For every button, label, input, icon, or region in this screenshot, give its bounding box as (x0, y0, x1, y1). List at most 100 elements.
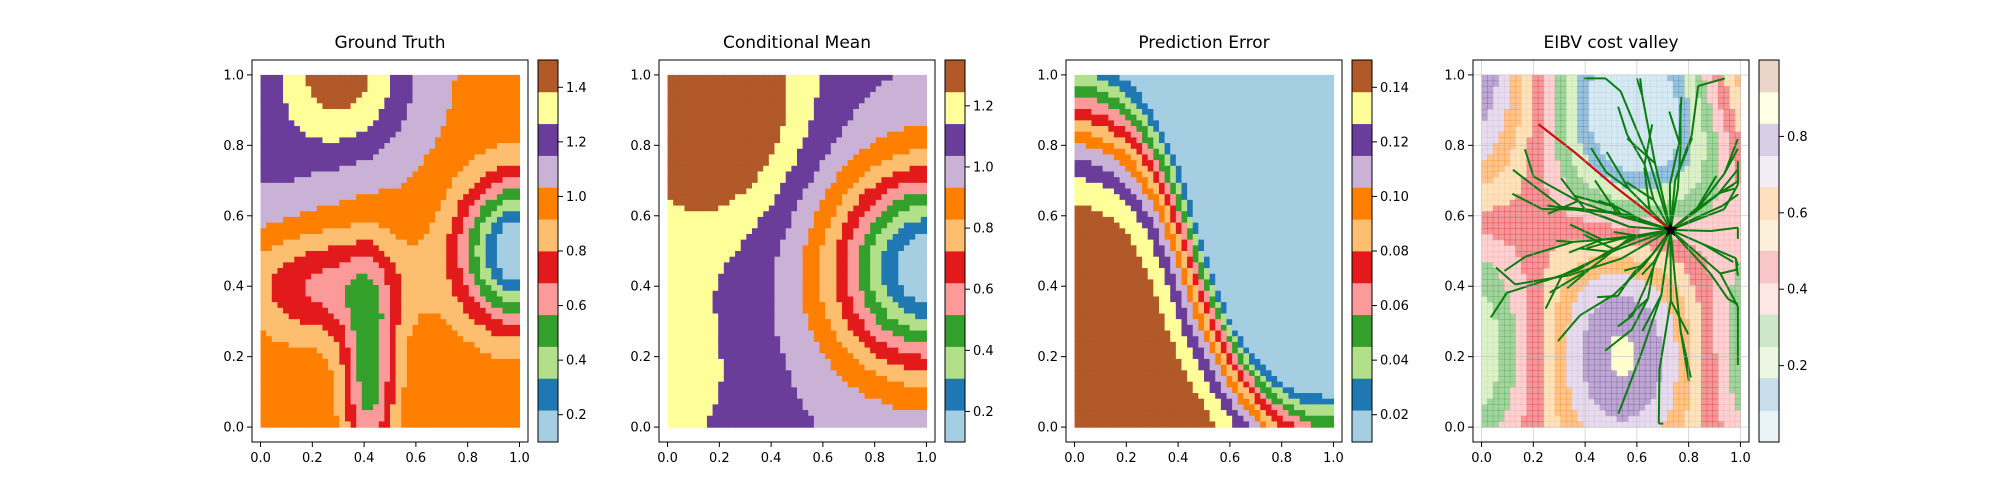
heatmap-cell (429, 120, 436, 127)
heatmap-cell (667, 194, 674, 201)
heatmap-cell (294, 143, 301, 150)
heatmap-cell (463, 364, 470, 371)
heatmap-cell (463, 290, 470, 298)
heatmap-cell (440, 307, 447, 315)
heatmap-cell (690, 126, 697, 133)
heatmap-cell (429, 393, 436, 400)
heatmap-cell (813, 86, 821, 93)
heatmap-cell (468, 347, 476, 354)
heatmap-cell (819, 330, 826, 337)
heatmap-cell (678, 307, 686, 315)
heatmap-cell (457, 290, 464, 298)
heatmap-cell (395, 216, 402, 224)
heatmap-cell (463, 285, 470, 292)
heatmap-cell (322, 285, 329, 292)
heatmap-cell (344, 143, 352, 150)
heatmap-cell (401, 393, 408, 400)
heatmap-cell (435, 131, 442, 138)
heatmap-cell (673, 160, 680, 167)
heatmap-cell (468, 375, 476, 383)
heatmap-cell (271, 126, 279, 133)
heatmap-cell (299, 410, 307, 417)
heatmap-cell (333, 256, 340, 263)
heatmap-cell (378, 137, 385, 144)
heatmap-cell (819, 285, 826, 292)
heatmap-cell (701, 381, 708, 388)
heatmap-cell (723, 307, 731, 315)
heatmap-cell (836, 74, 843, 82)
heatmap-cell (701, 375, 708, 383)
heatmap-cell (695, 74, 702, 82)
heatmap-cell (373, 251, 380, 258)
heatmap-cell (311, 353, 318, 360)
heatmap-cell (746, 177, 753, 184)
heatmap-cell (373, 103, 380, 110)
heatmap-cell (412, 307, 419, 315)
heatmap-cell (678, 103, 686, 110)
heatmap-cell (513, 80, 521, 87)
heatmap-cell (774, 273, 781, 281)
heatmap-cell (299, 91, 307, 99)
heatmap-cell (294, 381, 301, 388)
heatmap-cell (367, 114, 374, 121)
heatmap-cell (271, 143, 279, 150)
heatmap-cell (373, 177, 380, 184)
heatmap-cell (344, 74, 352, 82)
colorbar-segment (538, 410, 558, 443)
heatmap-cell (271, 262, 279, 269)
heatmap-cell (836, 91, 843, 99)
heatmap-cell (842, 404, 849, 411)
heatmap-cell (485, 239, 492, 246)
heatmap-cell (384, 302, 391, 309)
heatmap-cell (735, 307, 742, 315)
heatmap-cell (277, 165, 284, 173)
heatmap-cell (673, 302, 680, 309)
heatmap-cell (333, 154, 340, 161)
heatmap-cell (260, 381, 267, 388)
heatmap-cell (712, 194, 719, 201)
heatmap-cell (496, 370, 504, 377)
heatmap-cell (423, 421, 430, 428)
heatmap-cell (757, 319, 764, 326)
heatmap-cell (678, 279, 686, 286)
heatmap-cell (283, 182, 290, 190)
heatmap-cell (429, 273, 436, 281)
heatmap-cell (283, 313, 290, 320)
heatmap-cell (440, 91, 447, 99)
heatmap-cell (508, 410, 515, 417)
heatmap-cell (446, 387, 453, 394)
heatmap-cell (774, 91, 781, 99)
heatmap-cell (406, 126, 414, 133)
heatmap-cell (847, 137, 854, 144)
heatmap-cell (311, 256, 318, 263)
heatmap-cell (305, 273, 312, 281)
heatmap-cell (468, 353, 476, 360)
heatmap-cell (842, 364, 849, 371)
heatmap-cell (333, 165, 340, 173)
heatmap-cell (390, 114, 397, 121)
heatmap-cell (735, 148, 742, 156)
heatmap-cell (774, 233, 781, 241)
heatmap-cell (678, 421, 686, 428)
heatmap-cell (277, 228, 284, 235)
heatmap-cell (333, 375, 340, 383)
heatmap-cell (813, 330, 821, 337)
heatmap-cell (712, 347, 719, 354)
heatmap-cell (423, 336, 430, 343)
heatmap-cell (830, 216, 837, 224)
heatmap-cell (673, 290, 680, 298)
heatmap-cell (813, 410, 821, 417)
heatmap-cell (513, 262, 521, 269)
heatmap-cell (780, 103, 787, 110)
heatmap-cell (847, 108, 854, 116)
heatmap-cell (277, 177, 284, 184)
heatmap-cell (328, 387, 335, 394)
heatmap-cell (260, 398, 267, 405)
heatmap-cell (305, 228, 312, 235)
heatmap-cell (740, 131, 747, 138)
heatmap-cell (333, 324, 340, 332)
heatmap-cell (819, 165, 826, 173)
heatmap-cell (513, 239, 521, 246)
heatmap-cell (780, 74, 787, 82)
heatmap-cell (451, 91, 459, 99)
